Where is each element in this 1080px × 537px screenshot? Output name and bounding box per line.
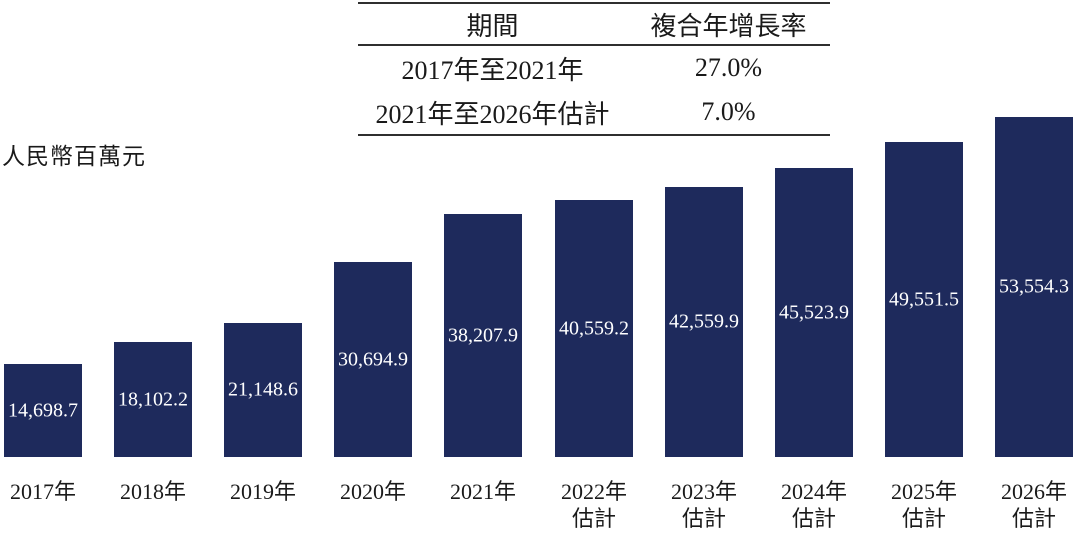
x-axis-label-line: 2022年	[560, 479, 627, 504]
x-axis-label-line: 2024年	[780, 479, 847, 504]
bar-value-label: 18,102.2	[118, 388, 188, 410]
x-axis-label-line: 估計	[1011, 506, 1056, 531]
x-axis-label-line: 估計	[571, 506, 616, 531]
cagr-period-cell: 2021年至2026年估計	[375, 99, 610, 129]
x-axis-label-line: 2023年	[670, 479, 737, 504]
x-axis-label: 2019年	[203, 478, 323, 505]
bar: 38,207.9	[444, 214, 522, 457]
bar: 18,102.2	[114, 342, 192, 457]
bar-value-label: 21,148.6	[228, 378, 298, 401]
x-axis-label-line: 2025年	[890, 479, 957, 504]
cagr-table-header-period: 期間	[466, 11, 519, 41]
bar-value-label: 30,694.9	[338, 348, 408, 370]
y-axis-unit-label: 人民幣百萬元	[2, 144, 146, 169]
x-axis-label-line: 2018年	[119, 479, 186, 504]
x-axis-label: 2017年	[0, 478, 103, 505]
x-axis-label-line: 2020年	[339, 479, 406, 504]
x-axis-label: 2020年	[313, 478, 433, 505]
x-axis-label-line: 2021年	[449, 479, 516, 504]
x-axis-label: 2021年	[423, 478, 543, 505]
bar: 14,698.7	[4, 364, 82, 457]
bar-value-label: 53,554.3	[999, 275, 1069, 298]
x-axis-label-line: 估計	[791, 506, 836, 531]
x-axis-label-line: 2017年	[9, 479, 76, 504]
bar-value-label: 45,523.9	[779, 301, 849, 323]
bar: 45,523.9	[775, 168, 853, 457]
bar: 21,148.6	[224, 323, 302, 457]
x-axis-label: 2022年 估計	[534, 478, 654, 532]
table-row: 2017年至2021年 27.0%	[358, 46, 830, 90]
bar: 40,559.2	[555, 200, 633, 457]
x-axis-label: 2026年 估計	[974, 478, 1080, 532]
bar-value-label: 40,559.2	[559, 317, 629, 339]
x-axis-label: 2024年 估計	[754, 478, 874, 532]
bar: 30,694.9	[334, 262, 412, 457]
cagr-table-body: 2017年至2021年 27.0% 2021年至2026年估計 7.0%	[358, 46, 830, 134]
table-row: 2021年至2026年估計 7.0%	[358, 90, 830, 134]
cagr-table: 期間 複合年增長率 2017年至2021年 27.0% 2021年至2026年估…	[358, 2, 830, 136]
cagr-value-cell: 7.0%	[701, 97, 756, 126]
bar-value-label: 42,559.9	[669, 310, 739, 333]
cagr-table-header-row: 期間 複合年增長率	[358, 4, 830, 46]
cagr-table-header-cagr: 複合年增長率	[650, 11, 807, 41]
cagr-period-cell: 2017年至2021年	[401, 55, 584, 85]
x-axis-label-line: 估計	[901, 506, 946, 531]
x-axis-label-line: 估計	[681, 506, 726, 531]
x-axis-label: 2018年	[93, 478, 213, 505]
cagr-value-cell: 27.0%	[694, 53, 763, 82]
bar-value-label: 49,551.5	[889, 288, 959, 310]
bar: 53,554.3	[995, 117, 1073, 457]
bar-value-label: 14,698.7	[8, 399, 78, 421]
x-axis-label: 2023年 估計	[644, 478, 764, 532]
bar: 49,551.5	[885, 142, 963, 457]
x-axis-label: 2025年 估計	[864, 478, 984, 532]
bar: 42,559.9	[665, 187, 743, 457]
bar-value-label: 38,207.9	[448, 324, 518, 346]
x-axis-label-line: 2026年	[1000, 479, 1067, 504]
x-axis-label-line: 2019年	[229, 479, 296, 504]
